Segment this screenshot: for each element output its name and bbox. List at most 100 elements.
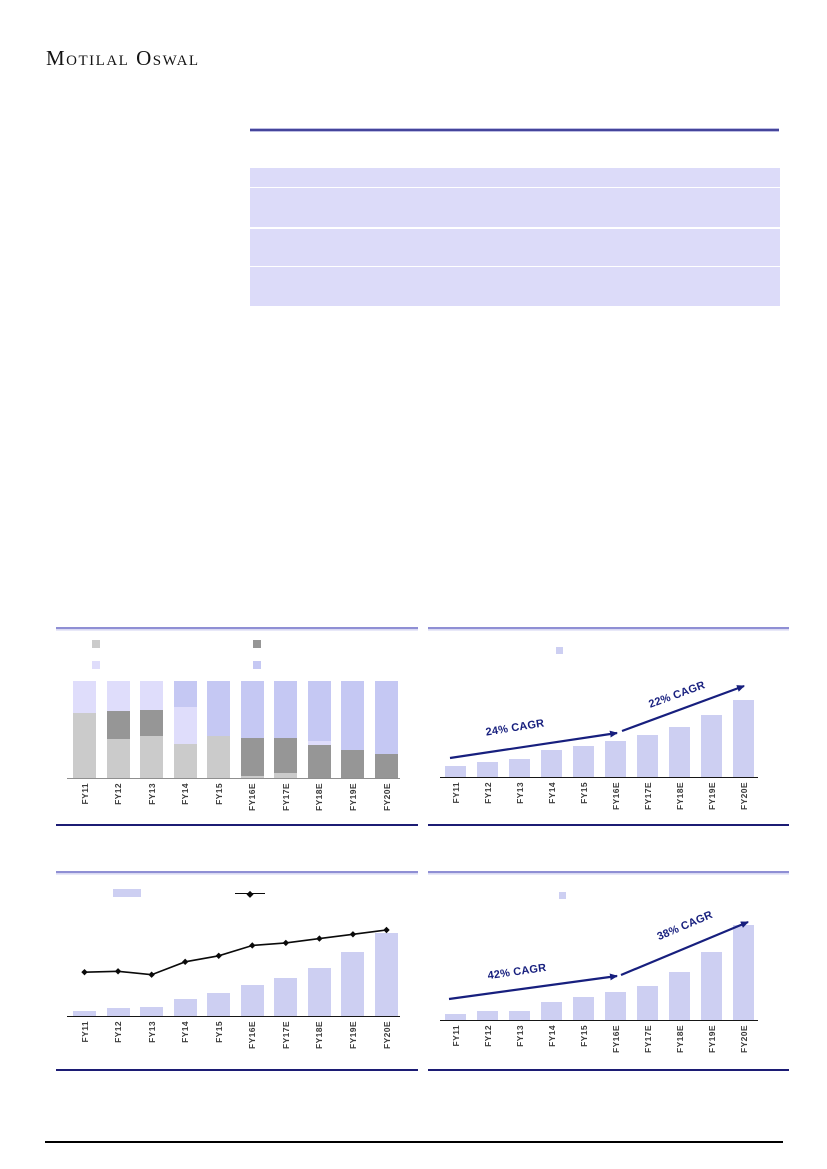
segment-dark-gray — [106, 711, 130, 740]
x-axis-label: FY16E — [610, 1025, 621, 1053]
bar-FY15 — [573, 746, 594, 777]
x-axis-label: FY16E — [247, 783, 258, 811]
bar-FY17E — [274, 681, 298, 778]
bar-FY19E — [701, 951, 722, 1020]
bar-FY18E — [669, 971, 690, 1020]
x-axis-line — [440, 777, 758, 779]
summary-table — [250, 168, 780, 306]
summary-table-row — [250, 267, 780, 306]
segment-dark-gray — [240, 738, 264, 777]
panel-bottom-rule — [428, 824, 789, 826]
x-axis-label: FY12 — [113, 783, 124, 805]
panel-top-rule — [428, 871, 789, 874]
legend-swatch — [92, 640, 100, 648]
x-axis-label: FY15 — [578, 782, 589, 804]
x-axis-label: FY11 — [450, 782, 461, 804]
chart-panel-stacked-composition: FY11 FY12 FY13 FY14 FY15 FY16E FY17E FY18E FY19E… — [56, 627, 418, 826]
bar-FY20E — [374, 933, 398, 1016]
bar-FY19E — [341, 681, 365, 778]
legend-swatch — [253, 640, 261, 648]
summary-table-row — [250, 188, 780, 227]
x-axis-label: FY19E — [347, 1021, 358, 1049]
segment-light-gray — [140, 736, 164, 778]
bar-FY16E — [605, 740, 626, 777]
x-axis-label: FY14 — [546, 782, 557, 804]
bar-FY18E — [669, 726, 690, 777]
panel-bottom-rule — [56, 1069, 418, 1071]
segment-light-gray — [240, 776, 264, 778]
segment-pale-lavender — [140, 681, 164, 711]
bar-FY20E — [733, 700, 754, 777]
bar-FY15 — [207, 681, 231, 778]
segment-pale-lavender — [106, 681, 130, 712]
legend-swatch — [559, 892, 566, 899]
x-axis-line — [440, 1020, 758, 1022]
x-axis-label: FY17E — [642, 1025, 653, 1053]
bar-FY11 — [445, 766, 466, 777]
header-divider — [250, 129, 779, 131]
panel-bottom-rule — [56, 824, 418, 826]
bars-group — [73, 681, 398, 778]
bar-FY16E — [605, 992, 626, 1020]
x-axis-line — [67, 1016, 400, 1018]
x-axis-label: FY20E — [381, 1021, 392, 1049]
segment-periwinkle — [341, 681, 365, 750]
segment-periwinkle — [173, 681, 197, 708]
bar-FY17E — [637, 985, 658, 1020]
panel-top-rule — [56, 871, 418, 874]
bar-FY12 — [477, 1011, 498, 1020]
bars-group — [73, 933, 398, 1016]
bar-FY12 — [106, 1007, 130, 1016]
segment-light-gray — [274, 773, 298, 778]
segment-periwinkle — [207, 681, 231, 737]
footer-divider — [45, 1141, 783, 1143]
x-axis-label: FY19E — [347, 783, 358, 811]
chart-panel-cagr-bottom: FY11 FY12 FY13 FY14 FY15 FY16E FY17E FY18E FY19E… — [428, 871, 789, 1071]
x-axis-label: FY12 — [482, 1025, 493, 1047]
bar-FY16E — [240, 681, 264, 778]
x-axis-label: FY18E — [674, 1025, 685, 1053]
x-axis-label: FY16E — [247, 1021, 258, 1049]
x-axis-label: FY20E — [738, 782, 749, 810]
x-axis-label: FY13 — [514, 782, 525, 804]
bar-FY13 — [140, 1006, 164, 1016]
x-axis-label: FY12 — [482, 782, 493, 804]
x-axis-label: FY18E — [674, 782, 685, 810]
bar-FY13 — [509, 758, 530, 777]
bar-FY11 — [445, 1014, 466, 1020]
x-axis-label: FY13 — [146, 1021, 157, 1043]
x-axis-label: FY13 — [146, 783, 157, 805]
bar-FY13 — [509, 1010, 530, 1020]
x-axis-label: FY11 — [450, 1025, 461, 1047]
bar-FY20E — [733, 925, 754, 1020]
segment-dark-gray — [374, 753, 398, 778]
segment-pale-lavender — [173, 707, 197, 745]
segment-dark-gray — [341, 749, 365, 778]
segment-periwinkle — [274, 681, 298, 739]
legend-line-marker — [235, 890, 265, 898]
segment-light-gray — [73, 713, 96, 778]
bar-FY14 — [173, 998, 197, 1016]
x-axis-label: FY17E — [642, 782, 653, 810]
x-axis-label: FY15 — [213, 783, 224, 805]
bar-FY16E — [240, 985, 264, 1016]
bar-FY17E — [274, 977, 298, 1016]
x-axis-label: FY15 — [578, 1025, 589, 1047]
segment-periwinkle — [307, 681, 331, 742]
segment-pale-lavender — [307, 741, 331, 746]
x-axis-label: FY11 — [79, 783, 90, 805]
panel-bottom-rule — [428, 1069, 789, 1071]
legend-swatch — [253, 661, 261, 669]
bar-FY17E — [637, 734, 658, 777]
segment-dark-gray — [274, 738, 298, 774]
chart-panel-bar-line: FY11 FY12 FY13 FY14 FY15 FY16E FY17E FY18E FY19E… — [56, 871, 418, 1071]
bar-FY14 — [541, 1001, 562, 1020]
legend-diamond-icon — [246, 890, 254, 898]
bar-FY12 — [106, 681, 130, 778]
bar-FY20E — [374, 681, 398, 778]
summary-table-row — [250, 228, 780, 266]
x-axis-label: FY14 — [180, 1021, 191, 1043]
x-axis-label: FY15 — [213, 1021, 224, 1043]
x-axis-line — [67, 778, 400, 780]
